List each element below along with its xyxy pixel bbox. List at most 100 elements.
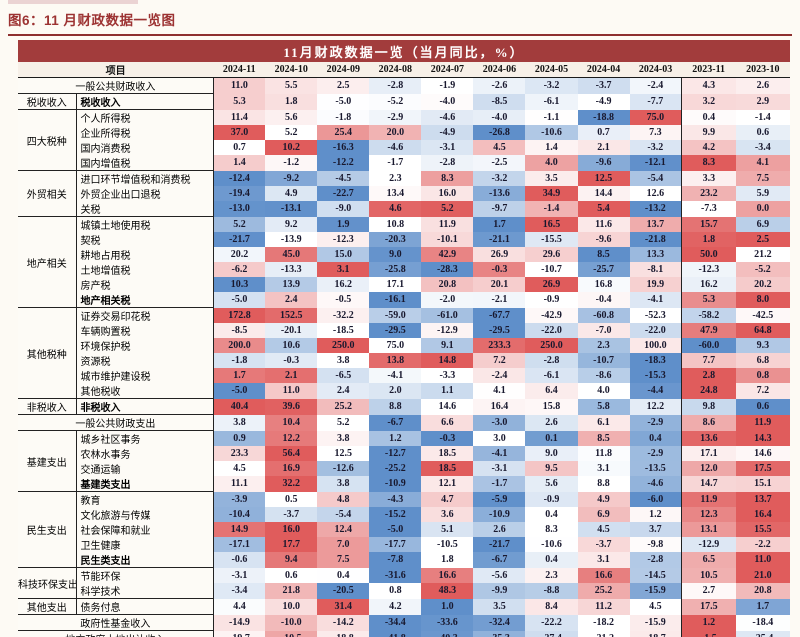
data-cell: -35.3 <box>473 630 526 637</box>
data-cell: -4.6 <box>421 109 474 125</box>
data-cell: 14.8 <box>421 353 474 368</box>
data-cell: -19.7 <box>213 630 266 637</box>
data-cell: -4.6 <box>369 140 422 155</box>
category-cell: 基建支出 <box>18 430 77 492</box>
table-row: 外贸企业出口退税 -19.4 4.9 -22.7 13.4 16.0 -13.6 34.9 14… <box>18 186 790 201</box>
data-cell: 26.9 <box>473 247 526 262</box>
row-label-cell: 地方政府土地出让收入 <box>18 630 214 637</box>
data-cell: 2.4 <box>317 383 370 399</box>
data-cell: -3.1 <box>421 140 474 155</box>
data-cell: -2.9 <box>629 414 682 431</box>
data-cell: 13.1 <box>681 522 736 537</box>
data-cell: 5.5 <box>265 77 318 94</box>
date-column-header: 2024-11 <box>213 62 266 78</box>
data-cell: 9.8 <box>681 398 736 415</box>
data-cell: -6.5 <box>317 368 370 383</box>
data-cell: 6.4 <box>525 383 578 399</box>
data-cell: 9.0 <box>369 247 422 262</box>
data-cell: -3.4 <box>735 140 790 155</box>
date-column-header: 2023-10 <box>735 62 790 78</box>
table-row: 一般公共财政支出 3.8 10.4 5.2 -6.7 6.6 -3.0 2.6 6.1 -2.9 8… <box>18 414 790 431</box>
data-cell: 19.9 <box>629 277 682 292</box>
data-cell: 7.5 <box>735 170 790 186</box>
data-cell: -25.8 <box>369 262 422 277</box>
data-cell: -4.6 <box>629 476 682 492</box>
data-cell: 2.7 <box>681 583 736 599</box>
data-cell: 5.9 <box>735 186 790 201</box>
data-cell: -15.9 <box>629 583 682 599</box>
data-cell: 1.2 <box>629 507 682 522</box>
data-cell: 11.0 <box>265 383 318 399</box>
data-cell: -2.8 <box>421 155 474 171</box>
data-cell: 2.5 <box>317 77 370 94</box>
data-cell: 20.8 <box>735 583 790 599</box>
data-cell: -10.4 <box>213 507 266 522</box>
data-cell: 1.8 <box>265 93 318 110</box>
data-cell: -3.1 <box>213 567 266 583</box>
data-cell: 5.6 <box>525 476 578 492</box>
row-label-cell: 环境保护税 <box>76 338 214 353</box>
data-cell: 10.3 <box>213 277 266 292</box>
data-cell: 21.2 <box>735 247 790 262</box>
data-cell: -18.8 <box>577 109 630 125</box>
data-cell: -61.0 <box>421 307 474 323</box>
data-cell: -3.1 <box>473 461 526 476</box>
data-cell: -21.7 <box>213 232 266 247</box>
data-cell: 8.5 <box>577 430 630 446</box>
data-cell: -6.7 <box>473 552 526 568</box>
data-cell: -9.6 <box>577 232 630 247</box>
data-cell: 4.7 <box>421 491 474 507</box>
data-cell: 7.7 <box>681 353 736 368</box>
date-column-header: 2023-11 <box>681 62 736 78</box>
table-row: 基建支出 城乡社区事务 0.9 12.2 3.8 1.2 -0.3 3.0 0.1 8.5 0.4 1… <box>18 430 790 492</box>
data-cell: 7.3 <box>629 125 682 140</box>
data-cell: -42.9 <box>525 307 578 323</box>
data-cell: -3.2 <box>525 77 578 94</box>
data-cell: -21.2 <box>577 630 630 637</box>
data-cell: 20.2 <box>213 247 266 262</box>
table-row: 国内增值税 1.4 -1.2 -12.2 -1.7 -2.8 -2.5 4.0 -9.6 -12.… <box>18 155 790 171</box>
data-cell: 16.4 <box>473 398 526 415</box>
data-cell: 18.5 <box>421 461 474 476</box>
data-cell: 1.0 <box>421 598 474 615</box>
data-cell: -10.5 <box>265 630 318 637</box>
data-cell: -8.5 <box>473 93 526 110</box>
data-cell: -18.4 <box>735 614 790 631</box>
data-cell: -4.0 <box>421 93 474 110</box>
data-cell: 13.3 <box>629 247 682 262</box>
data-cell: -6.2 <box>213 262 266 277</box>
data-cell: 16.6 <box>421 567 474 583</box>
data-cell: 13.9 <box>265 277 318 292</box>
data-cell: -2.4 <box>629 77 682 94</box>
data-cell: -12.1 <box>629 155 682 171</box>
data-cell: -29.5 <box>473 323 526 338</box>
data-cell: 11.9 <box>735 414 790 431</box>
data-cell: 50.0 <box>681 247 736 262</box>
data-cell: 4.5 <box>629 598 682 615</box>
data-cell: -22.7 <box>317 186 370 201</box>
data-cell: -18.2 <box>577 614 630 631</box>
category-cell: 地产相关 <box>18 216 77 308</box>
row-label-cell: 政府性基金收入 <box>18 614 214 631</box>
data-cell: -4.1 <box>473 446 526 461</box>
data-cell: -4.0 <box>473 109 526 125</box>
data-cell: 21.0 <box>735 567 790 583</box>
data-cell: -12.4 <box>213 170 266 186</box>
table-title-banner: 11月财政数据一览（当月同比，%） <box>18 40 790 62</box>
data-cell: 7.0 <box>317 537 370 552</box>
data-cell: 32.2 <box>265 476 318 492</box>
row-label-cell: 国内增值税 <box>76 155 214 171</box>
data-cell: 17.1 <box>369 277 422 292</box>
data-cell: -8.5 <box>213 323 266 338</box>
data-cell: 13.4 <box>369 186 422 201</box>
data-cell: 64.8 <box>735 323 790 338</box>
data-cell: -32.4 <box>473 614 526 631</box>
data-cell: 4.5 <box>577 522 630 537</box>
data-cell: 250.0 <box>317 338 370 353</box>
data-cell: 15.0 <box>317 247 370 262</box>
data-cell: 10.2 <box>265 140 318 155</box>
data-cell: 14.6 <box>735 446 790 461</box>
data-cell: 8.5 <box>577 247 630 262</box>
data-cell: 2.8 <box>681 368 736 383</box>
data-cell: -52.3 <box>629 307 682 323</box>
